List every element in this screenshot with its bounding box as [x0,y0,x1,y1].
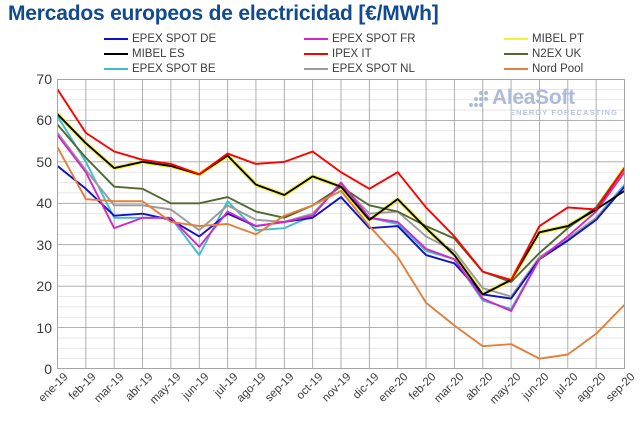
legend-item-label: EPEX SPOT NL [332,62,415,75]
y-axis-tick-label: 70 [36,71,52,87]
series-line [57,146,625,360]
legend-item-label: N2EX UK [532,47,582,60]
legend-item[interactable]: MIBEL ES [104,46,304,61]
legend-item[interactable]: MIBEL PT [504,31,614,46]
legend-swatch-icon [304,52,328,55]
legend-swatch-icon [104,67,128,70]
series-line [57,165,625,300]
y-axis-tick-label: 0 [44,361,52,377]
legend-item[interactable]: EPEX SPOT NL [304,61,504,76]
series-line [57,88,625,281]
legend-swatch-icon [104,52,128,55]
y-axis-tick-label: 10 [36,319,52,336]
legend-item-label: EPEX SPOT DE [132,32,217,45]
x-axis-labels: ene-19 feb-19 mar-19 abr-19 may-19 jun-19 jul-… [36,371,637,441]
series-line [57,113,625,296]
legend-item-label: IPEX IT [332,47,372,60]
y-axis-tick-label: 50 [36,153,52,170]
legend-item-label: MIBEL ES [132,47,185,60]
legend-swatch-icon [504,52,528,55]
y-axis-tick-label: 40 [36,195,52,212]
line-chart-svg [57,79,625,369]
legend-item[interactable]: EPEX SPOT FR [304,31,504,46]
grid-vertical [57,79,625,369]
y-axis-tick-label: 60 [36,112,52,129]
plot-border [57,79,625,369]
legend-item-label: EPEX SPOT FR [332,32,416,45]
plot-area [57,79,625,369]
legend-item[interactable]: IPEX IT [304,46,504,61]
y-axis-labels: 0 10 20 30 40 50 60 70 [20,71,52,377]
legend-swatch-icon [104,37,128,40]
series-lines [57,88,625,360]
legend-item[interactable]: EPEX SPOT BE [104,61,304,76]
y-axis-tick-label: 20 [36,278,52,295]
chart-legend: EPEX SPOT DE EPEX SPOT FR MIBEL PT MIBEL ES… [104,31,614,76]
legend-swatch-icon [504,67,528,70]
legend-item[interactable]: Nord Pool [504,61,614,76]
legend-item[interactable]: EPEX SPOT DE [104,31,304,46]
legend-item-label: EPEX SPOT BE [132,62,216,75]
series-line [57,131,625,298]
legend-swatch-icon [304,37,328,40]
y-axis-tick-label: 30 [36,236,52,253]
legend-item-label: Nord Pool [532,62,584,75]
legend-swatch-icon [304,67,328,70]
page-title: Mercados europeos de electricidad [€/MWh… [8,2,439,25]
legend-swatch-icon [504,37,528,40]
legend-item-label: MIBEL PT [532,32,584,45]
legend-item[interactable]: N2EX UK [504,46,614,61]
series-line [57,133,625,312]
